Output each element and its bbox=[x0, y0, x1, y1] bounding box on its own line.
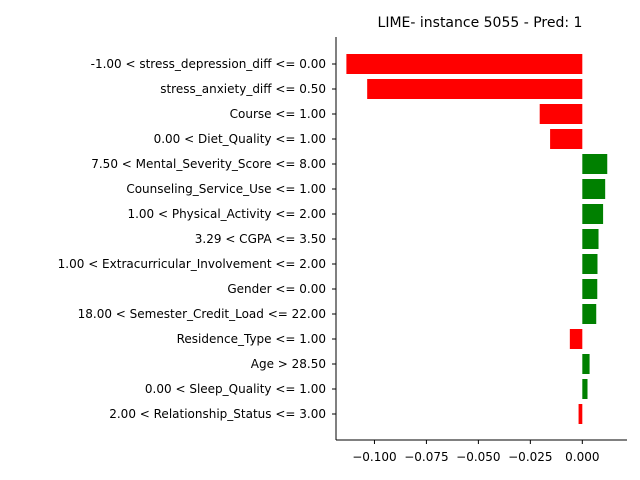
category-label: 2.00 < Relationship_Status <= 3.00 bbox=[109, 407, 326, 421]
category-label: 1.00 < Extracurricular_Involvement <= 2.… bbox=[58, 257, 326, 271]
category-label: Residence_Type <= 1.00 bbox=[177, 332, 326, 346]
category-label: Counseling_Service_Use <= 1.00 bbox=[126, 182, 326, 196]
category-label: 1.00 < Physical_Activity <= 2.00 bbox=[127, 207, 326, 221]
x-tick-label: 0.000 bbox=[565, 450, 599, 464]
category-labels-group: -1.00 < stress_depression_diff <= 0.00 st… bbox=[58, 57, 336, 421]
bar bbox=[367, 79, 583, 99]
bar bbox=[578, 404, 583, 424]
bar bbox=[550, 129, 583, 149]
category-label: Gender <= 0.00 bbox=[227, 282, 326, 296]
category-label: 18.00 < Semester_Credit_Load <= 22.00 bbox=[78, 307, 326, 321]
bar bbox=[582, 279, 598, 299]
bar bbox=[582, 379, 588, 399]
bar bbox=[539, 104, 583, 124]
bar bbox=[582, 304, 597, 324]
category-label: -1.00 < stress_depression_diff <= 0.00 bbox=[91, 57, 326, 71]
category-label: 0.00 < Sleep_Quality <= 1.00 bbox=[145, 382, 326, 396]
bar bbox=[582, 229, 599, 249]
bar bbox=[582, 354, 590, 374]
category-label: Age > 28.50 bbox=[251, 357, 326, 371]
bar bbox=[346, 54, 583, 74]
category-label: 7.50 < Mental_Severity_Score <= 8.00 bbox=[91, 157, 326, 171]
bars-group bbox=[346, 54, 608, 424]
category-label: 3.29 < CGPA <= 3.50 bbox=[195, 232, 326, 246]
bar bbox=[582, 179, 606, 199]
bar bbox=[582, 154, 608, 174]
x-tick-label: −0.025 bbox=[508, 450, 552, 464]
category-label: stress_anxiety_diff <= 0.50 bbox=[160, 82, 326, 96]
bar bbox=[569, 329, 583, 349]
x-axis-group: −0.100 −0.075 −0.050 −0.025 0.000 bbox=[352, 440, 599, 464]
bar bbox=[582, 204, 604, 224]
category-label: Course <= 1.00 bbox=[230, 107, 326, 121]
x-tick-label: −0.100 bbox=[352, 450, 396, 464]
x-tick-label: −0.050 bbox=[456, 450, 500, 464]
category-label: 0.00 < Diet_Quality <= 1.00 bbox=[154, 132, 326, 146]
chart-title: LIME- instance 5055 - Pred: 1 bbox=[378, 15, 583, 31]
x-tick-label: −0.075 bbox=[404, 450, 448, 464]
bar bbox=[582, 254, 598, 274]
